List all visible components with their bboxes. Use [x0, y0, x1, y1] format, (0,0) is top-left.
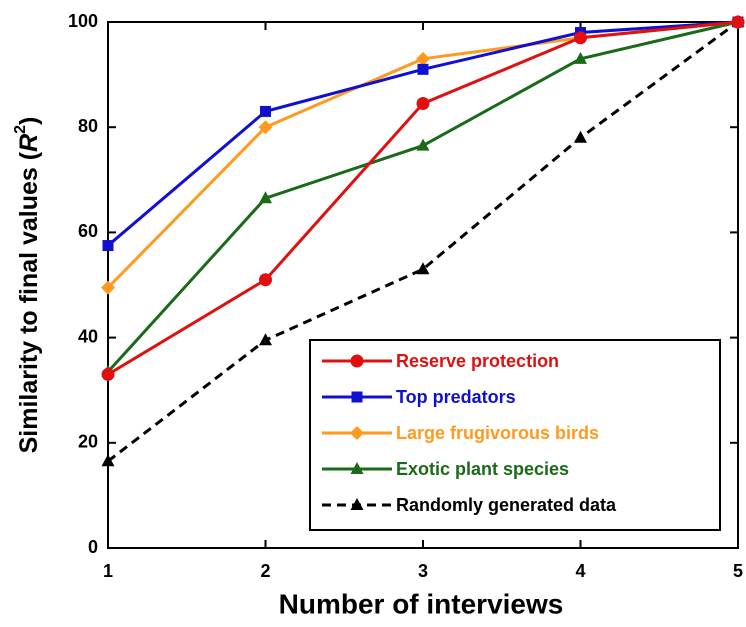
- y-label-sup: 2: [12, 125, 29, 134]
- marker: [258, 120, 273, 135]
- marker: [574, 51, 587, 64]
- y-label-text: Similarity to final values (: [15, 151, 43, 453]
- marker: [416, 138, 430, 151]
- x-axis-label: Number of interviews: [279, 588, 564, 619]
- x-tick-label: 3: [418, 561, 428, 581]
- y-tick-label: 80: [78, 116, 98, 136]
- legend-label: Top predators: [396, 387, 516, 407]
- marker: [101, 454, 115, 467]
- marker: [416, 97, 430, 111]
- marker: [259, 273, 272, 287]
- marker: [574, 31, 587, 45]
- marker: [351, 391, 363, 403]
- marker: [574, 130, 587, 143]
- y-label-var: R: [15, 134, 43, 152]
- marker: [350, 426, 364, 440]
- marker: [101, 367, 115, 381]
- x-tick-label: 2: [260, 561, 270, 581]
- marker: [350, 354, 364, 368]
- legend-label: Randomly generated data: [396, 495, 617, 515]
- y-axis-label: Similarity to final values (R2): [12, 117, 42, 454]
- legend-box: [309, 339, 721, 531]
- legend-label: Exotic plant species: [396, 459, 569, 479]
- marker: [102, 240, 114, 252]
- y-tick-label: 0: [88, 537, 98, 557]
- y-tick-label: 100: [68, 11, 98, 31]
- marker: [416, 262, 430, 275]
- x-tick-label: 5: [733, 561, 743, 581]
- marker: [417, 63, 429, 75]
- marker: [731, 15, 745, 29]
- x-tick-label: 4: [575, 561, 585, 581]
- marker: [260, 105, 271, 117]
- marker: [259, 333, 272, 346]
- legend-label: Large frugivorous birds: [396, 423, 599, 443]
- y-tick-label: 40: [78, 326, 98, 346]
- x-tick-label: 1: [103, 561, 113, 581]
- legend-label: Reserve protection: [396, 351, 559, 371]
- marker: [350, 462, 364, 474]
- y-tick-label: 60: [78, 221, 98, 241]
- marker: [416, 51, 430, 66]
- y-tick-label: 20: [78, 432, 98, 452]
- marker: [350, 498, 364, 510]
- series-line: [107, 20, 739, 376]
- marker: [101, 280, 115, 295]
- marker: [259, 191, 272, 204]
- y-label-close: ): [15, 117, 43, 125]
